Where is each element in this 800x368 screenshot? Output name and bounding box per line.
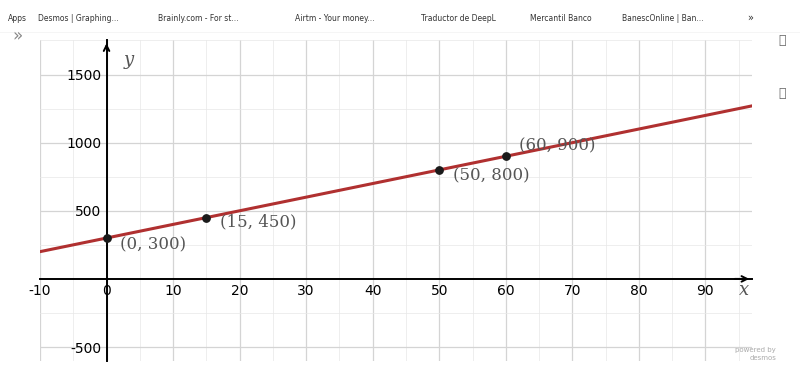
Text: x: x xyxy=(738,280,749,298)
Text: y: y xyxy=(123,52,134,70)
Text: 🔧: 🔧 xyxy=(778,34,786,47)
Text: powered by
desmos: powered by desmos xyxy=(735,347,776,361)
Point xyxy=(433,167,446,173)
Text: (0, 300): (0, 300) xyxy=(120,237,186,254)
Text: »: » xyxy=(12,27,22,45)
Text: »: » xyxy=(747,13,753,23)
Point xyxy=(200,215,213,220)
Text: Desmos | Graphing...: Desmos | Graphing... xyxy=(38,14,119,23)
Text: Airtm - Your money...: Airtm - Your money... xyxy=(295,14,374,23)
Text: BanescOnline | Ban...: BanescOnline | Ban... xyxy=(622,14,703,23)
Text: 🏠: 🏠 xyxy=(778,87,786,100)
Text: Apps: Apps xyxy=(8,14,27,23)
Point xyxy=(499,153,512,159)
Text: (15, 450): (15, 450) xyxy=(220,213,296,230)
Text: Mercantil Banco: Mercantil Banco xyxy=(530,14,591,23)
Text: Brainly.com - For st...: Brainly.com - For st... xyxy=(158,14,239,23)
Text: (60, 900): (60, 900) xyxy=(519,137,596,154)
Point xyxy=(100,235,113,241)
Text: (50, 800): (50, 800) xyxy=(453,167,529,184)
Text: Traductor de DeepL: Traductor de DeepL xyxy=(421,14,496,23)
